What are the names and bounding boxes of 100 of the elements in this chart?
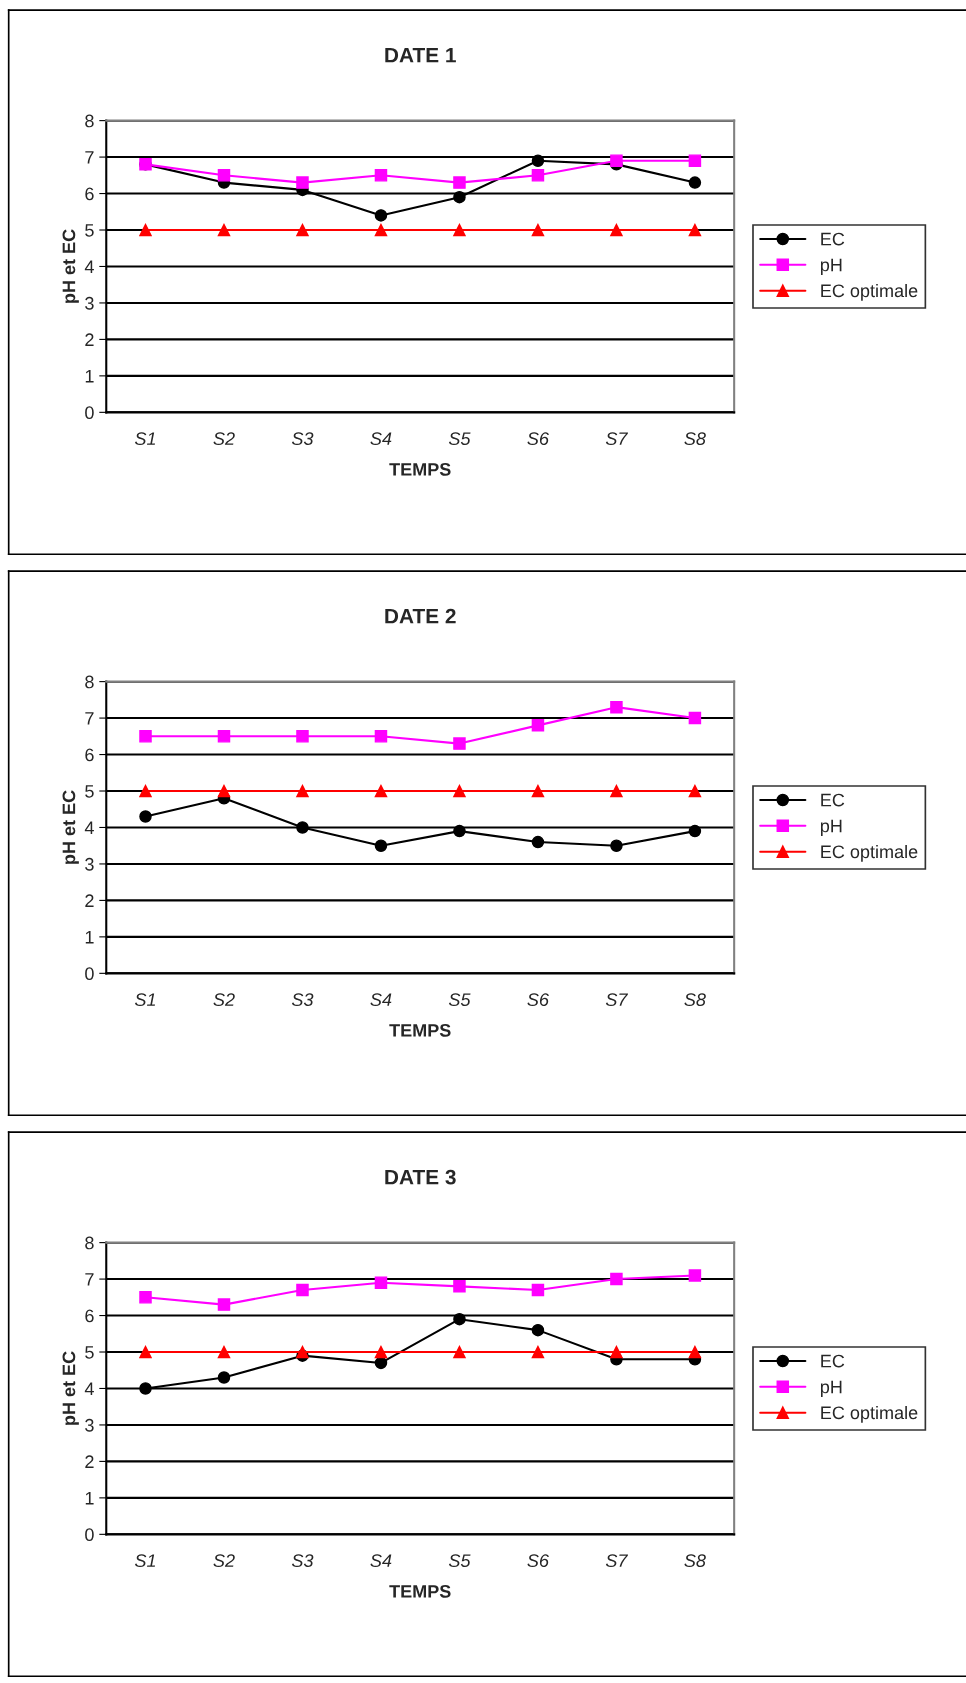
point (374, 209, 388, 222)
point (688, 1345, 702, 1359)
point (139, 730, 152, 743)
y-tick-label: 1 (85, 930, 94, 944)
chart-title: DATE 3 (385, 1169, 456, 1185)
point (296, 1345, 309, 1359)
point (610, 223, 623, 237)
point (688, 1269, 702, 1282)
point (139, 223, 152, 237)
point (453, 1345, 466, 1359)
x-tick-label: S4 (370, 1554, 392, 1568)
legend-label: pH (820, 819, 842, 836)
x-tick-label: S4 (370, 432, 392, 446)
y-tick-label: 5 (85, 1346, 94, 1359)
point (217, 1345, 231, 1359)
y-tick-label: 8 (85, 114, 94, 128)
point (531, 835, 545, 849)
point (610, 700, 623, 714)
y-tick-label: 7 (85, 151, 94, 164)
legend-label: EC (821, 232, 845, 246)
point (217, 1371, 231, 1384)
x-axis-title: TEMPS (389, 462, 451, 476)
x-tick-label: S7 (605, 993, 629, 1007)
x-axis-title: TEMPS (389, 1584, 451, 1598)
point (531, 223, 545, 237)
y-tick-label: 5 (85, 224, 94, 237)
x-tick-label: S7 (605, 432, 629, 446)
x-tick-label: S6 (527, 432, 549, 446)
y-tick-label: 0 (85, 1528, 94, 1542)
point (374, 169, 388, 182)
legend-label: EC (821, 1354, 845, 1368)
point (139, 1345, 152, 1359)
y-tick-label: 6 (85, 1309, 94, 1323)
point (374, 784, 388, 798)
point (688, 824, 702, 838)
x-tick-label: S1 (134, 1554, 156, 1568)
legend-label: pH (820, 258, 842, 275)
point (688, 784, 702, 798)
x-tick-label: S4 (370, 993, 392, 1007)
x-tick-label: S6 (527, 993, 549, 1007)
point (453, 190, 466, 204)
point (610, 1272, 623, 1286)
point (610, 839, 623, 852)
point (374, 730, 388, 743)
point (610, 154, 623, 167)
x-tick-label: S2 (213, 993, 235, 1007)
point (610, 784, 623, 798)
point (217, 730, 231, 743)
y-tick-label: 3 (85, 1418, 94, 1432)
x-tick-label: S2 (213, 432, 235, 446)
chart-title: DATE 2 (385, 608, 456, 624)
legend-label: EC optimale (821, 283, 918, 301)
point (374, 223, 388, 237)
chart-title: DATE 1 (385, 47, 456, 63)
y-tick-label: 4 (84, 821, 94, 835)
y-axis-title: pH et EC (62, 229, 79, 303)
point (531, 784, 545, 798)
point (688, 223, 702, 237)
point (688, 176, 702, 189)
y-tick-label: 2 (85, 1455, 94, 1468)
point (688, 711, 702, 725)
legend-label: pH (820, 1380, 842, 1397)
y-tick-label: 8 (85, 1236, 94, 1250)
point (296, 223, 309, 237)
y-tick-label: 7 (85, 712, 94, 725)
point (296, 176, 309, 189)
y-axis-title: pH et EC (62, 790, 79, 864)
point (374, 839, 388, 852)
x-tick-label: S8 (684, 432, 706, 446)
x-tick-label: S3 (291, 432, 314, 446)
y-tick-label: 0 (85, 967, 94, 981)
y-tick-label: 6 (85, 187, 94, 201)
x-tick-label: S1 (134, 993, 156, 1007)
y-tick-label: 4 (84, 1382, 94, 1396)
point (531, 719, 545, 732)
point (453, 784, 466, 798)
point (139, 1382, 152, 1395)
point (453, 824, 466, 838)
x-tick-label: S2 (213, 1554, 235, 1568)
point (531, 1345, 545, 1359)
point (453, 1280, 466, 1293)
point (610, 1345, 623, 1359)
point (139, 810, 152, 823)
y-tick-label: 6 (85, 748, 94, 762)
x-tick-label: S3 (291, 993, 314, 1007)
legend-label: EC (821, 793, 845, 807)
y-tick-label: 0 (85, 406, 94, 420)
y-tick-label: 2 (85, 894, 94, 907)
x-tick-label: S5 (448, 1554, 471, 1568)
point (531, 1323, 545, 1337)
x-tick-label: S1 (134, 432, 156, 446)
point (296, 1283, 309, 1297)
point (217, 784, 231, 798)
x-tick-label: S8 (684, 1554, 706, 1568)
point (531, 169, 545, 182)
point (139, 1291, 152, 1304)
y-tick-label: 3 (85, 296, 94, 310)
y-tick-label: 1 (85, 369, 94, 383)
point (531, 154, 545, 167)
x-tick-label: S5 (448, 993, 471, 1007)
